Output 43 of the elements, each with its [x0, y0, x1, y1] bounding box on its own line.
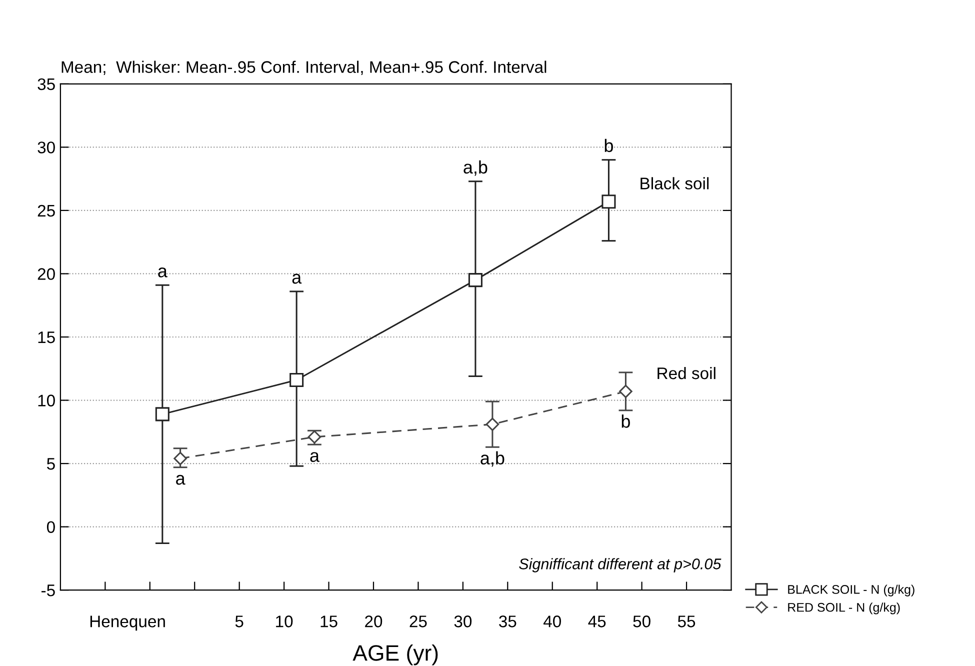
point — [619, 384, 632, 398]
x-tick-label: 25 — [410, 616, 427, 628]
y-tick-label: 35 — [38, 78, 55, 90]
annotation: Red soil — [658, 366, 716, 380]
annotation: b — [604, 138, 613, 152]
y-tick-label: -5 — [42, 584, 55, 596]
point — [602, 194, 616, 209]
legend-label: BLACK SOIL - N (g/kg) — [788, 584, 914, 596]
x-tick-label: Henequen — [90, 616, 165, 631]
annotation: a,b — [480, 451, 504, 467]
annotation: Black soil — [640, 177, 709, 190]
x-tick-label: 30 — [454, 616, 472, 628]
x-tick-label: 45 — [588, 616, 606, 628]
point — [486, 418, 500, 431]
point — [155, 407, 170, 422]
annotation: b — [622, 414, 630, 428]
y-tick-label: 30 — [38, 142, 55, 154]
chart-title: Mean; Whisker: Mean-.95 Conf. Interval, Mean+.95 Conf. Interval — [62, 60, 546, 75]
x-tick-label: 20 — [365, 616, 382, 628]
y-tick-label: 10 — [38, 394, 55, 406]
x-tick-label: 50 — [633, 616, 650, 628]
x-tick-label: 15 — [320, 616, 338, 628]
y-tick-label: 0 — [46, 521, 55, 534]
x-axis-title: AGE (yr) — [352, 644, 438, 666]
x-tick-label: 35 — [499, 616, 516, 628]
annotation: a — [292, 274, 302, 284]
annotation: a — [158, 267, 168, 278]
x-tick-label: 10 — [276, 616, 293, 628]
x-tick-label: 40 — [543, 616, 561, 628]
point — [468, 273, 482, 288]
y-tick-label: 15 — [38, 332, 55, 344]
point — [290, 373, 304, 388]
y-tick-label: 5 — [46, 458, 55, 470]
x-tick-label: 5 — [235, 616, 244, 628]
y-tick-label: 20 — [38, 268, 55, 280]
legend-label: RED SOIL - N (g/kg) — [788, 602, 900, 614]
annotation: a,b — [464, 160, 488, 176]
annotation: a — [310, 452, 320, 462]
point — [174, 452, 187, 466]
annotation: Signifficant different at p>0.05 — [519, 558, 722, 572]
annotation: a — [176, 474, 186, 485]
x-tick-label: 55 — [678, 616, 696, 628]
y-tick-label: 25 — [38, 204, 55, 217]
